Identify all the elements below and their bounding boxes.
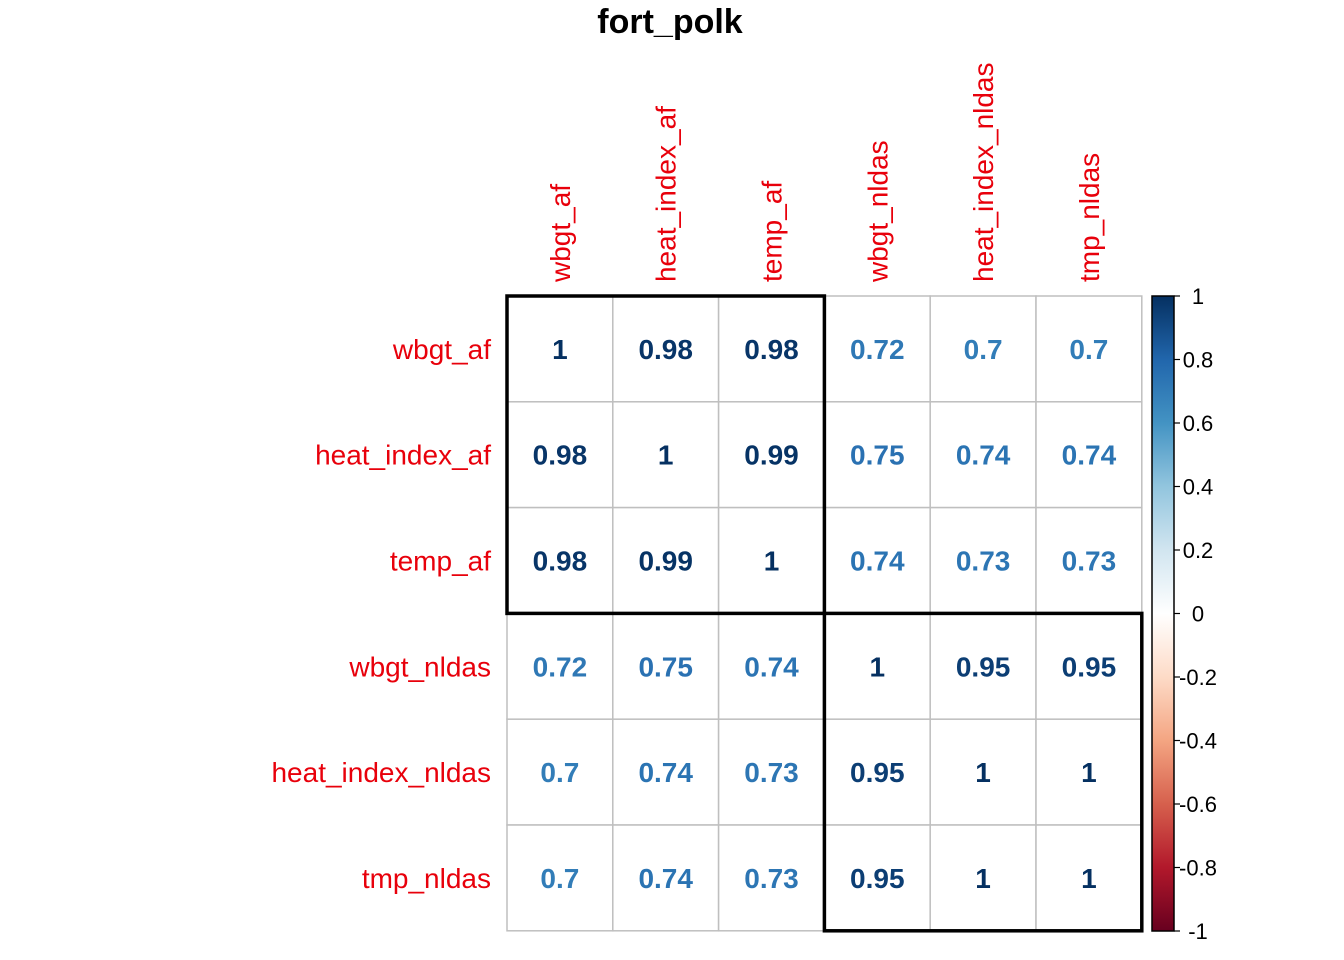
cluster-box-1 xyxy=(505,294,827,616)
colorbar-tick-label: -0.8 xyxy=(1179,856,1217,881)
cell-value-3-1: 0.75 xyxy=(638,651,693,682)
cell-0-0 xyxy=(506,295,614,403)
cell-value-5-0: 0.7 xyxy=(540,863,579,894)
cell-value-2-5: 0.73 xyxy=(1062,546,1117,577)
row-label-wbgt_nldas: wbgt_nldas xyxy=(348,651,491,682)
cell-5-3 xyxy=(823,824,931,932)
colorbar-tick-label: -0.4 xyxy=(1179,729,1217,754)
cell-1-5 xyxy=(1035,401,1143,509)
cell-value-0-0: 1 xyxy=(552,334,568,365)
cell-value-2-0: 0.98 xyxy=(533,546,588,577)
colorbar-tick-label: -0.6 xyxy=(1179,792,1217,817)
colorbar: 1 0.8 0.6 0.4 0.2 0 -0.2 -0.4 -0.6 -0.8 -1 xyxy=(1151,284,1217,944)
cell-value-2-1: 0.99 xyxy=(638,546,693,577)
colorbar-tick-label: 0.6 xyxy=(1183,411,1214,436)
column-label-wbgt_af: wbgt_af xyxy=(545,184,576,283)
cell-0-5 xyxy=(1035,295,1143,403)
cell-1-1 xyxy=(612,401,720,509)
colorbar-tick-label: 0.4 xyxy=(1183,475,1214,500)
cell-value-4-1: 0.74 xyxy=(638,757,693,788)
cell-value-4-5: 1 xyxy=(1081,757,1097,788)
cell-4-2 xyxy=(717,718,826,826)
cell-value-1-5: 0.74 xyxy=(1062,440,1117,471)
row-label-temp_af: temp_af xyxy=(390,546,491,577)
cell-value-1-1: 1 xyxy=(658,440,674,471)
cell-3-3 xyxy=(823,612,931,720)
cell-value-5-2: 0.73 xyxy=(744,863,799,894)
cluster-boxes xyxy=(505,294,1144,933)
colorbar-bar xyxy=(1151,295,1175,932)
cell-value-0-3: 0.72 xyxy=(850,334,905,365)
cell-2-1 xyxy=(612,506,720,615)
cell-value-2-4: 0.73 xyxy=(956,546,1011,577)
cell-0-3 xyxy=(823,295,931,403)
cell-value-1-0: 0.98 xyxy=(533,440,588,471)
cell-value-0-5: 0.7 xyxy=(1069,334,1108,365)
column-label-tmp_nldas: tmp_nldas xyxy=(1074,153,1105,282)
cell-3-4 xyxy=(929,612,1037,720)
cell-2-4 xyxy=(929,506,1037,615)
cell-value-4-2: 0.73 xyxy=(744,757,799,788)
cell-value-2-3: 0.74 xyxy=(850,546,905,577)
cell-value-4-4: 1 xyxy=(975,757,991,788)
cell-value-1-4: 0.74 xyxy=(956,440,1011,471)
cell-value-3-5: 0.95 xyxy=(1062,651,1117,682)
colorbar-tick-label: 1 xyxy=(1192,284,1204,309)
cell-0-4 xyxy=(929,295,1037,403)
row-label-heat_index_nldas: heat_index_nldas xyxy=(271,757,491,788)
cell-5-0 xyxy=(506,824,614,932)
cell-5-2 xyxy=(717,824,826,932)
cell-value-3-0: 0.72 xyxy=(533,651,588,682)
cell-3-5 xyxy=(1035,612,1143,720)
row-labels: wbgt_af heat_index_af temp_af wbgt_nldashea… xyxy=(271,334,491,894)
chart-title: fort_polk xyxy=(597,3,743,41)
cell-1-3 xyxy=(823,401,931,509)
row-label-heat_index_af: heat_index_af xyxy=(315,440,491,471)
cell-value-5-4: 1 xyxy=(975,863,991,894)
cell-value-0-4: 0.7 xyxy=(964,334,1003,365)
cell-2-5 xyxy=(1035,506,1143,615)
cell-value-0-1: 0.98 xyxy=(638,334,693,365)
colorbar-tick-label: 0.8 xyxy=(1183,348,1214,373)
cell-4-4 xyxy=(929,718,1037,826)
cell-value-3-4: 0.95 xyxy=(956,651,1011,682)
cell-2-0 xyxy=(506,506,614,615)
colorbar-tick-label: -0.2 xyxy=(1179,665,1217,690)
column-labels: wbgt_af heat_index_af temp_af wbgt_nldas hea… xyxy=(545,62,1105,283)
row-label-wbgt_af: wbgt_af xyxy=(392,334,491,365)
cell-5-5 xyxy=(1035,824,1143,932)
cell-value-2-2: 1 xyxy=(764,546,780,577)
cell-4-5 xyxy=(1035,718,1143,826)
column-label-temp_af: temp_af xyxy=(757,181,788,282)
cell-3-1 xyxy=(612,612,720,720)
row-label-tmp_nldas: tmp_nldas xyxy=(362,863,491,894)
cell-value-3-3: 1 xyxy=(870,651,886,682)
cell-value-4-3: 0.95 xyxy=(850,757,905,788)
column-label-wbgt_nldas: wbgt_nldas xyxy=(862,140,893,283)
cell-5-4 xyxy=(929,824,1037,932)
colorbar-tick-label: 0.2 xyxy=(1183,538,1214,563)
cell-value-4-0: 0.7 xyxy=(540,757,579,788)
cells-layer: 1 0.98 0.98 0.72 0.7 0.7 0.98 1 0.99 0.75 0.74 0.74… xyxy=(506,295,1143,932)
cell-5-1 xyxy=(612,824,720,932)
cell-value-5-1: 0.74 xyxy=(638,863,693,894)
column-label-heat_index_nldas: heat_index_nldas xyxy=(968,62,999,282)
colorbar-tick-label: -1 xyxy=(1188,919,1208,944)
cell-2-2 xyxy=(717,506,826,615)
cell-value-5-5: 1 xyxy=(1081,863,1097,894)
cell-value-3-2: 0.74 xyxy=(744,651,799,682)
cell-value-1-2: 0.99 xyxy=(744,440,799,471)
cell-value-1-3: 0.75 xyxy=(850,440,905,471)
cell-value-5-3: 0.95 xyxy=(850,863,905,894)
cluster-box-2 xyxy=(822,611,1144,933)
column-label-heat_index_af: heat_index_af xyxy=(651,106,682,282)
cell-1-4 xyxy=(929,401,1037,509)
colorbar-tick-label: 0 xyxy=(1192,602,1204,627)
cell-value-0-2: 0.98 xyxy=(744,334,799,365)
